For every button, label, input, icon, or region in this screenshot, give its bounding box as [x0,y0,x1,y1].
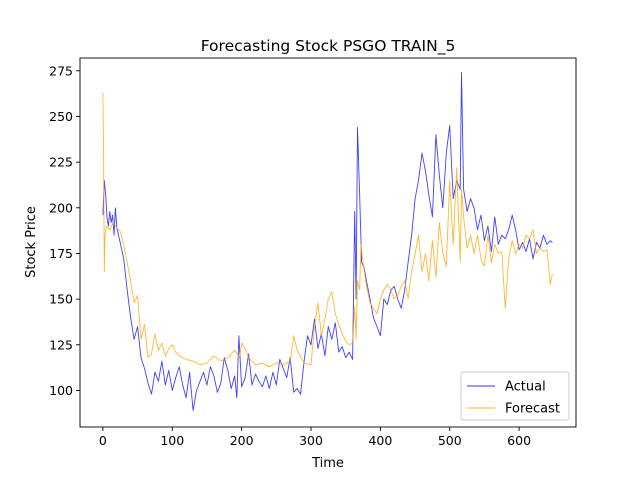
legend: Actual Forecast [460,371,570,421]
y-tick-label: 275 [49,63,73,78]
y-tick-label: 200 [49,200,73,215]
series-layer [102,72,553,412]
series-line-actual [102,72,553,412]
x-axis-label: Time [311,456,344,471]
chart-title: Forecasting Stock PSGO TRAIN_5 [201,37,456,56]
y-tick-label: 100 [49,383,73,398]
axes-frame [79,57,577,428]
y-tick-label: 175 [49,246,73,261]
legend-label-forecast: Forecast [505,402,560,417]
y-tick-label: 225 [49,155,73,170]
y-tick-label: 150 [49,292,73,307]
x-tick-label: 100 [160,433,184,448]
x-tick-label: 0 [99,433,107,448]
x-tick-label: 400 [368,433,392,448]
series-line-forecast [102,92,553,368]
legend-label-actual: Actual [505,380,546,395]
x-tick-label: 200 [230,433,254,448]
y-axis-label: Stock Price [24,206,39,278]
axes-layer: 0 100 200 300 400 500 600 100 125 150 175 200 225 250… [49,57,577,448]
y-tick-label: 250 [49,109,73,124]
x-tick-label: 600 [507,433,531,448]
x-tick-label: 500 [438,433,462,448]
y-tick-label: 125 [49,337,73,352]
x-tick-label: 300 [299,433,323,448]
